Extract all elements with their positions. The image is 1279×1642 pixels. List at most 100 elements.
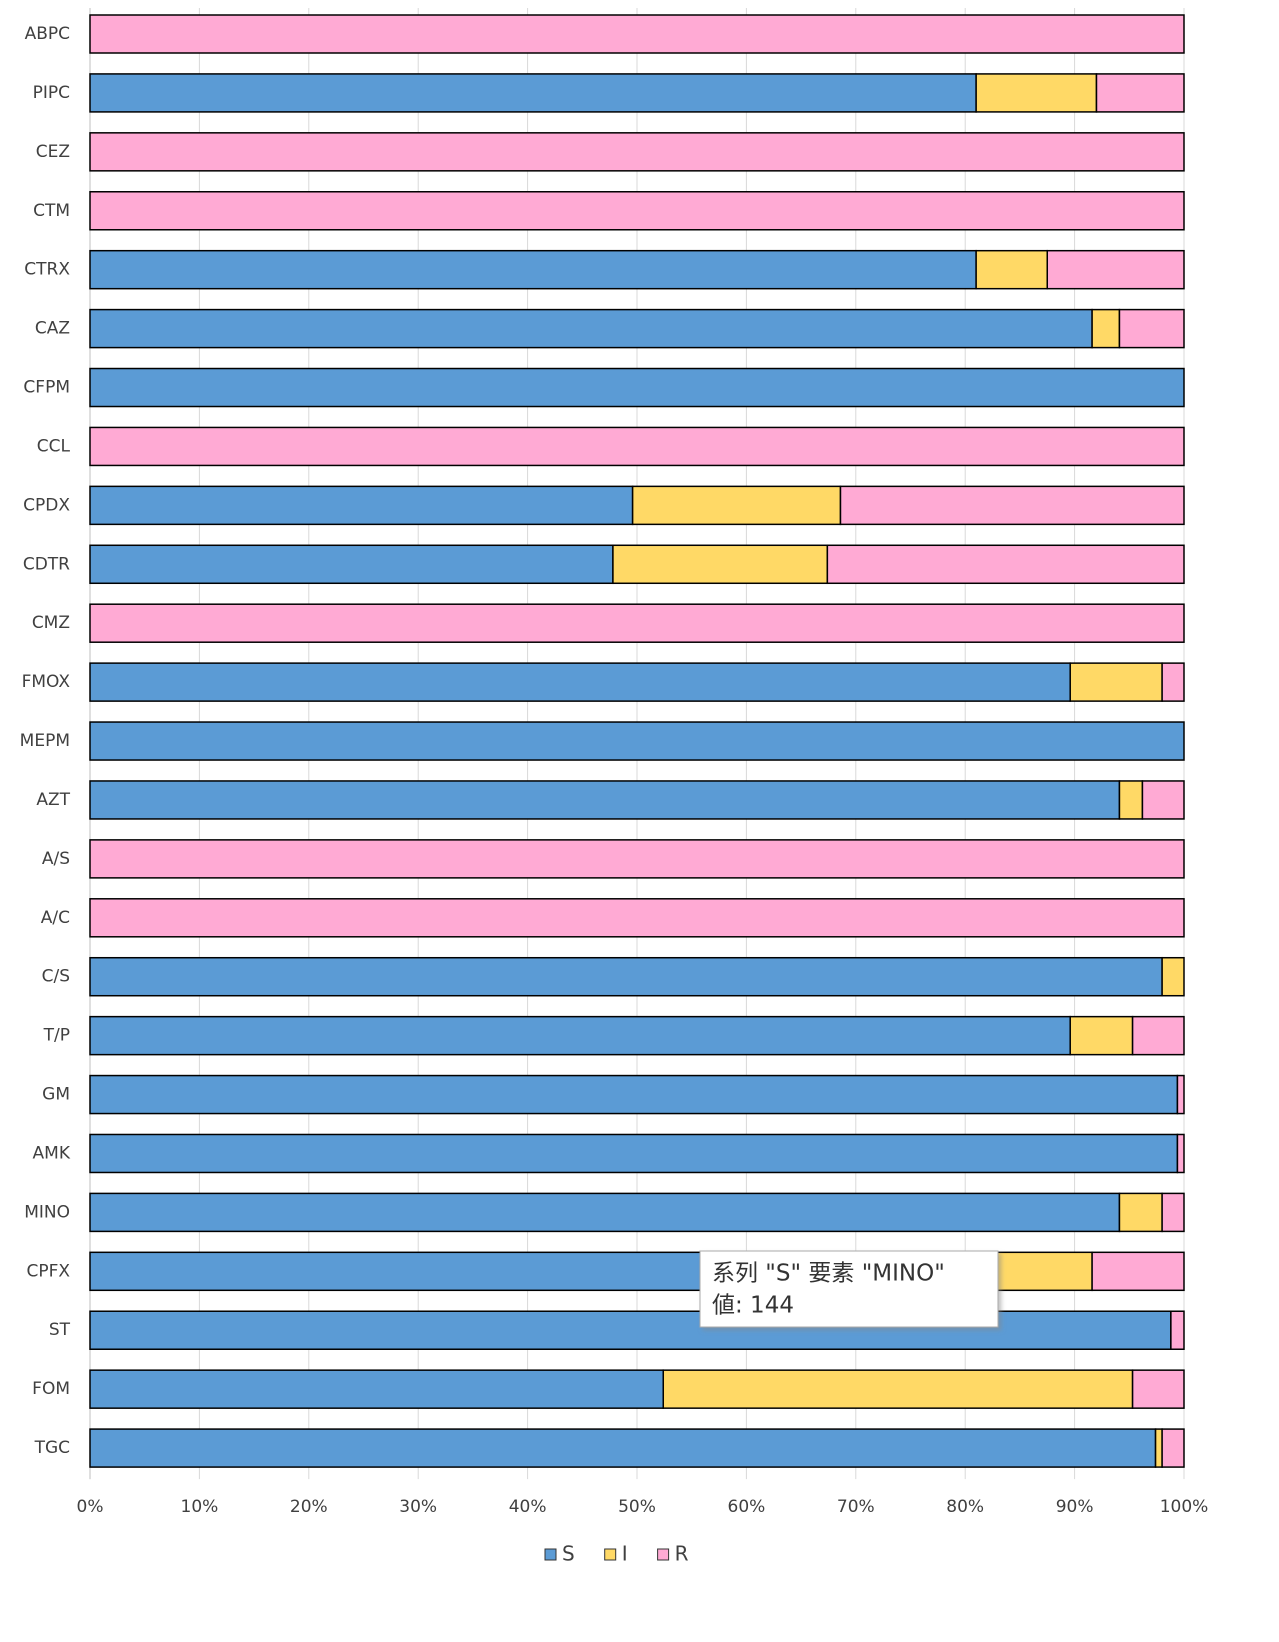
bar-segment xyxy=(1141,780,1185,820)
tooltip: 系列 "S" 要素 "MINO" 値: 144 xyxy=(699,1250,999,1328)
y-tick-label: CPFX xyxy=(26,1261,70,1281)
y-tick-label: CDTR xyxy=(23,554,70,574)
bar-segment xyxy=(89,14,1185,54)
bar-segment xyxy=(89,132,1185,172)
y-tick-label: T/P xyxy=(43,1026,70,1046)
labels: 0% 10% 20% 30% 40% 50% 60% 70% 80% 90% 100% ABPC PIP… xyxy=(20,24,1209,1517)
bar-segment xyxy=(1154,1428,1163,1468)
bar-segment xyxy=(1161,662,1185,702)
y-tick-label: CMZ xyxy=(32,613,70,633)
bar-segment xyxy=(89,839,1185,879)
bar-segment xyxy=(1046,249,1185,290)
bar-segment xyxy=(1069,1015,1134,1056)
bar-segment xyxy=(89,249,977,290)
bar-segment xyxy=(1069,662,1163,702)
x-tick-label: 100% xyxy=(1160,1497,1209,1517)
bar-segment xyxy=(89,1192,1121,1233)
bar-segment xyxy=(89,1133,1179,1174)
y-tick-label: MEPM xyxy=(20,731,70,751)
y-tick-label: TGC xyxy=(34,1438,70,1458)
bar-segment xyxy=(1131,1369,1185,1409)
bar-segment xyxy=(1095,73,1185,113)
bar-segment xyxy=(1170,1310,1185,1350)
bar-segment xyxy=(89,1428,1157,1468)
bar-segment xyxy=(89,426,1185,467)
tooltip-box xyxy=(699,1250,999,1328)
bar-segment xyxy=(89,1015,1071,1056)
bar-segment xyxy=(89,898,1185,938)
bar-segment xyxy=(662,1369,1134,1409)
bar-segment xyxy=(1118,780,1144,820)
x-tick-label: 20% xyxy=(290,1497,328,1517)
x-tick-label: 80% xyxy=(946,1497,984,1517)
x-tick-label: 50% xyxy=(618,1497,656,1517)
x-tick-label: 70% xyxy=(837,1497,875,1517)
legend-swatch xyxy=(657,1548,670,1561)
bar-segment xyxy=(89,367,1185,408)
x-tick-label: 30% xyxy=(399,1497,437,1517)
y-tick-label: CPDX xyxy=(23,495,70,515)
legend-label: R xyxy=(675,1542,689,1566)
bar-segment xyxy=(1118,1192,1163,1233)
x-tick-label: 0% xyxy=(77,1497,104,1517)
bar-segment xyxy=(1176,1074,1185,1115)
bar-segment xyxy=(1131,1015,1185,1056)
x-tick-label: 40% xyxy=(509,1497,547,1517)
bar-segment xyxy=(89,308,1093,349)
y-tick-label: CFPM xyxy=(23,378,70,398)
bar-segment xyxy=(89,721,1185,761)
tooltip-line: 値: 144 xyxy=(712,1293,794,1319)
y-tick-label: ABPC xyxy=(25,24,70,44)
y-tick-label: FOM xyxy=(32,1379,70,1399)
bar-segment xyxy=(631,485,842,526)
bars xyxy=(89,14,1185,1468)
y-tick-label: ST xyxy=(49,1320,71,1340)
x-tick-label: 10% xyxy=(181,1497,219,1517)
bar-segment xyxy=(1176,1133,1185,1174)
y-tick-label: GM xyxy=(42,1085,70,1105)
bar-segment xyxy=(89,1310,1172,1350)
bar-segment xyxy=(1161,1428,1185,1468)
tooltip-line: 系列 "S" 要素 "MINO" xyxy=(712,1261,945,1287)
bar-segment xyxy=(1118,308,1185,349)
bar-segment xyxy=(986,1251,1093,1292)
bar-segment xyxy=(89,544,614,585)
bar-segment xyxy=(89,191,1185,231)
bar-segment xyxy=(1161,1192,1185,1233)
y-tick-label: PIPC xyxy=(33,83,70,103)
bar-segment xyxy=(975,73,1098,113)
bar-segment xyxy=(839,485,1185,526)
bar-segment xyxy=(89,73,977,113)
y-tick-label: C/S xyxy=(42,967,70,987)
y-tick-label: CAZ xyxy=(35,319,70,339)
x-tick-label: 90% xyxy=(1056,1497,1094,1517)
bar-segment xyxy=(975,249,1049,290)
legend-swatch xyxy=(604,1548,617,1561)
bar-segment xyxy=(612,544,829,585)
y-tick-label: CTRX xyxy=(24,260,70,280)
bar-segment xyxy=(89,1369,665,1409)
y-tick-label: CCL xyxy=(37,436,71,456)
bar-segment xyxy=(89,780,1121,820)
y-tick-label: CEZ xyxy=(36,142,70,162)
bar-segment xyxy=(89,485,634,526)
legend-label: S xyxy=(562,1542,575,1566)
y-tick-label: FMOX xyxy=(22,672,71,692)
legend-swatch xyxy=(544,1548,557,1561)
bar-segment xyxy=(826,544,1185,585)
y-tick-label: MINO xyxy=(24,1202,70,1222)
bar-segment xyxy=(89,1074,1179,1115)
bar-segment xyxy=(89,603,1185,643)
y-tick-label: A/C xyxy=(41,908,70,928)
y-tick-label: A/S xyxy=(42,849,70,869)
bar-segment xyxy=(1091,308,1121,349)
bar-segment xyxy=(1091,1251,1185,1292)
bar-segment xyxy=(89,662,1071,702)
bar-segment xyxy=(1161,956,1185,997)
x-tick-label: 60% xyxy=(728,1497,766,1517)
y-tick-label: CTM xyxy=(33,201,70,221)
bar-segment xyxy=(89,956,1163,997)
legend-label: I xyxy=(622,1542,628,1566)
y-tick-label: AMK xyxy=(33,1143,71,1163)
